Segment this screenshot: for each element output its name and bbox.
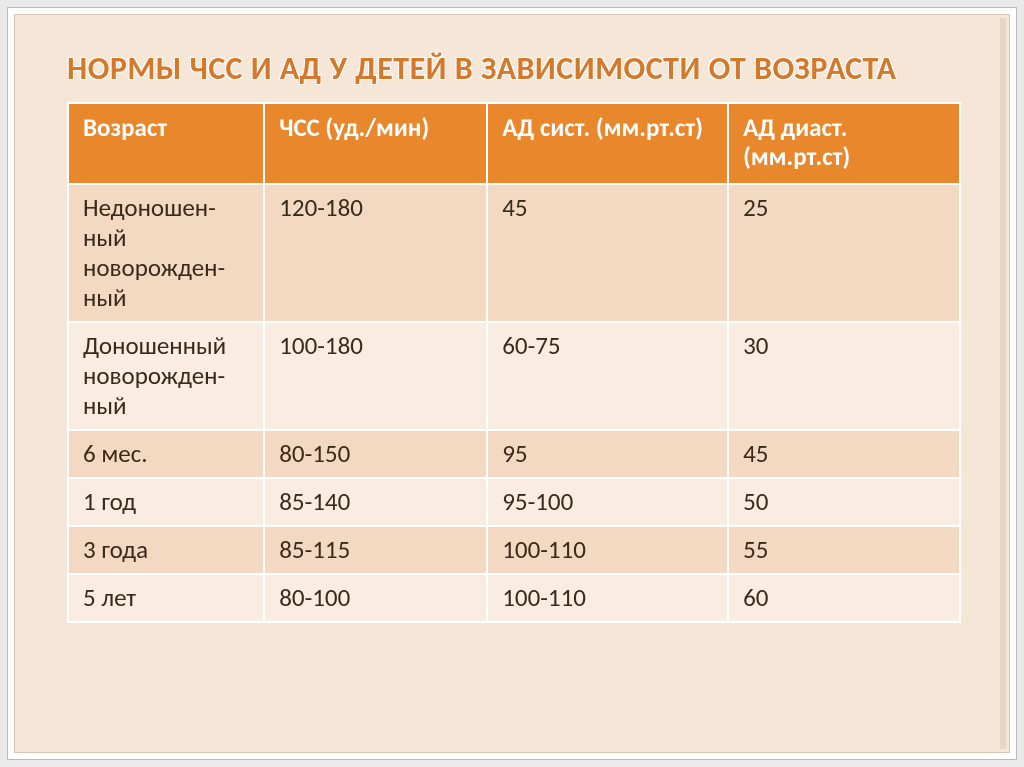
table-row: Недоношен-ный новорожден-ный 120-180 45 …	[68, 184, 960, 322]
cell-hr: 85-115	[264, 526, 487, 574]
cell-syst: 100-110	[487, 526, 728, 574]
table-row: 5 лет 80-100 100-110 60	[68, 574, 960, 622]
cell-age: 5 лет	[68, 574, 264, 622]
cell-syst: 100-110	[487, 574, 728, 622]
slide: НОРМЫ ЧСС И АД У ДЕТЕЙ В ЗАВИСИМОСТИ ОТ …	[14, 14, 1010, 753]
table-row: 3 года 85-115 100-110 55	[68, 526, 960, 574]
cell-diast: 55	[728, 526, 960, 574]
col-age: Возраст	[68, 103, 264, 185]
table-row: Доношенный новорожден-ный 100-180 60-75 …	[68, 322, 960, 430]
table-header-row: Возраст ЧСС (уд./мин) АД сист. (мм.рт.ст…	[68, 103, 960, 185]
cell-syst: 45	[487, 184, 728, 322]
cell-diast: 45	[728, 430, 960, 478]
slide-title: НОРМЫ ЧСС И АД У ДЕТЕЙ В ЗАВИСИМОСТИ ОТ …	[67, 51, 961, 88]
vitals-table: Возраст ЧСС (уд./мин) АД сист. (мм.рт.ст…	[67, 102, 961, 624]
cell-age: 6 мес.	[68, 430, 264, 478]
cell-age: 1 год	[68, 478, 264, 526]
col-bp-diast: АД диаст. (мм.рт.ст)	[728, 103, 960, 185]
cell-age: 3 года	[68, 526, 264, 574]
table-row: 6 мес. 80-150 95 45	[68, 430, 960, 478]
cell-diast: 30	[728, 322, 960, 430]
col-bp-syst: АД сист. (мм.рт.ст)	[487, 103, 728, 185]
cell-hr: 85-140	[264, 478, 487, 526]
cell-age: Недоношен-ный новорожден-ный	[68, 184, 264, 322]
cell-hr: 80-100	[264, 574, 487, 622]
slide-frame: НОРМЫ ЧСС И АД У ДЕТЕЙ В ЗАВИСИМОСТИ ОТ …	[8, 8, 1016, 759]
cell-hr: 120-180	[264, 184, 487, 322]
cell-diast: 50	[728, 478, 960, 526]
cell-age: Доношенный новорожден-ный	[68, 322, 264, 430]
table-row: 1 год 85-140 95-100 50	[68, 478, 960, 526]
cell-syst: 95	[487, 430, 728, 478]
cell-hr: 100-180	[264, 322, 487, 430]
col-heart-rate: ЧСС (уд./мин)	[264, 103, 487, 185]
cell-syst: 95-100	[487, 478, 728, 526]
cell-diast: 60	[728, 574, 960, 622]
cell-syst: 60-75	[487, 322, 728, 430]
cell-diast: 25	[728, 184, 960, 322]
cell-hr: 80-150	[264, 430, 487, 478]
